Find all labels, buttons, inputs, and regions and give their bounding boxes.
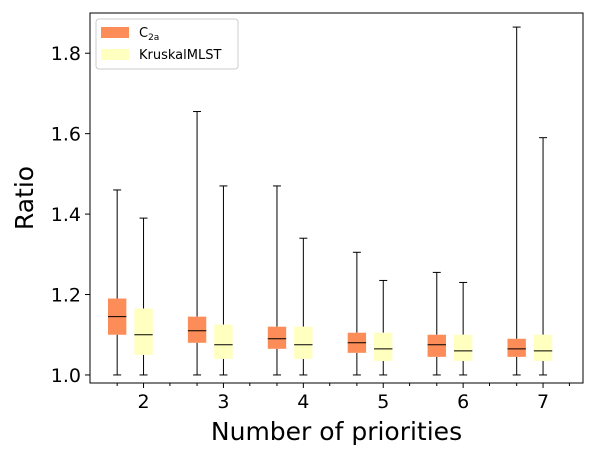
x-axis-label: Number of priorities (211, 417, 462, 446)
legend-swatch (101, 27, 129, 38)
legend-swatch (101, 49, 129, 60)
x-tick-label: 4 (297, 391, 309, 413)
y-tick-label: 1.4 (51, 204, 81, 226)
legend-frame (95, 18, 239, 70)
box-kruskalmlst-7 (533, 137, 553, 376)
box-kruskalmlst-4 (294, 237, 313, 376)
x-tick-label: 7 (537, 391, 549, 413)
box-c2a-7 (507, 26, 526, 376)
legend-label: C2a (139, 26, 159, 43)
y-tick-label: 1.2 (51, 285, 81, 307)
y-tick-label: 1.0 (51, 365, 81, 387)
box-kruskalmlst-5 (374, 279, 393, 376)
y-axis: 1.0 1.2 1.4 1.6 1.8 (51, 43, 90, 387)
box-iqr (507, 338, 526, 357)
y-tick-label: 1.8 (51, 43, 81, 65)
x-tick-label: 2 (137, 391, 149, 413)
legend-label: KruskalMLST (139, 48, 221, 63)
x-tick-label: 3 (217, 391, 229, 413)
box-c2a-3 (187, 111, 207, 376)
box-iqr (453, 334, 473, 361)
legend: C2a KruskalMLST (95, 18, 239, 70)
plot-area (107, 26, 553, 376)
box-c2a-4 (267, 185, 287, 376)
box-kruskalmlst-3 (214, 185, 233, 376)
y-tick-label: 1.6 (51, 124, 81, 146)
box-iqr (533, 334, 553, 361)
x-axis: 2 3 4 5 6 7 (116, 383, 570, 413)
y-axis-label: Ratio (10, 166, 39, 230)
box-iqr (427, 334, 446, 357)
box-kruskalmlst-2 (134, 217, 153, 376)
box-iqr (187, 316, 207, 343)
box-iqr (214, 324, 233, 359)
x-tick-label: 6 (457, 391, 469, 413)
axes-frame (89, 12, 584, 384)
box-c2a-5 (347, 251, 367, 376)
box-c2a-2 (107, 189, 127, 376)
box-iqr (267, 326, 287, 349)
box-c2a-6 (427, 271, 446, 376)
box-iqr (134, 308, 153, 355)
box-iqr (294, 326, 313, 359)
x-tick-label: 5 (377, 391, 389, 413)
box-kruskalmlst-6 (453, 281, 473, 376)
box-iqr (374, 332, 393, 361)
